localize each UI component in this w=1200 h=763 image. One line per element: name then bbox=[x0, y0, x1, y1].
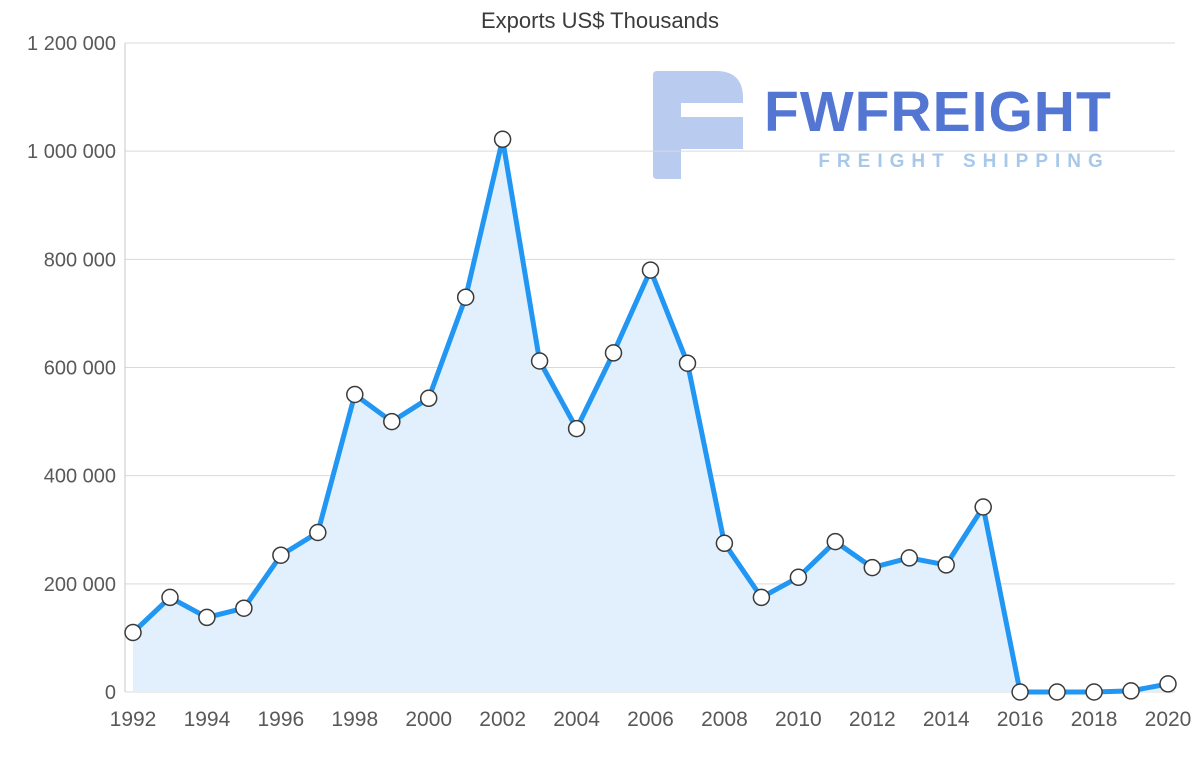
y-axis-tick-label: 400 000 bbox=[44, 466, 116, 488]
data-point-marker bbox=[235, 599, 253, 617]
data-point-marker bbox=[419, 389, 438, 408]
x-axis-tick-label: 2006 bbox=[627, 708, 674, 731]
y-axis-tick-label: 200 000 bbox=[44, 574, 116, 596]
y-axis-tick-label: 1 000 000 bbox=[27, 141, 116, 163]
y-axis-tick-label: 0 bbox=[105, 682, 116, 704]
x-axis-tick-label: 2004 bbox=[553, 708, 600, 731]
data-point-marker bbox=[1048, 683, 1066, 701]
data-point-marker bbox=[493, 130, 512, 149]
data-point-marker bbox=[678, 354, 697, 372]
x-axis-tick-label: 2014 bbox=[923, 708, 970, 731]
y-axis-tick-label: 1 200 000 bbox=[27, 33, 116, 55]
data-point-marker bbox=[456, 288, 475, 306]
data-point-marker bbox=[1085, 683, 1103, 701]
data-point-marker bbox=[863, 558, 882, 577]
data-point-marker bbox=[900, 549, 919, 567]
data-point-marker bbox=[974, 498, 992, 516]
data-point-marker bbox=[1122, 682, 1140, 700]
x-axis-tick-label: 1998 bbox=[331, 708, 378, 731]
data-point-marker bbox=[124, 623, 142, 642]
data-point-marker bbox=[346, 385, 364, 404]
x-axis-tick-label: 1994 bbox=[184, 708, 231, 731]
x-axis-tick-label: 2016 bbox=[997, 708, 1044, 731]
x-axis-tick-label: 2020 bbox=[1145, 708, 1192, 731]
x-axis-tick-label: 1996 bbox=[257, 708, 304, 731]
data-point-marker bbox=[309, 523, 327, 542]
data-point-marker bbox=[789, 568, 808, 587]
x-axis-tick-label: 2018 bbox=[1071, 708, 1118, 731]
data-point-marker bbox=[567, 419, 586, 438]
x-axis-tick-label: 2008 bbox=[701, 708, 748, 731]
y-axis-tick-label: 600 000 bbox=[44, 358, 116, 380]
data-point-marker bbox=[937, 556, 955, 574]
y-axis-tick-label: 800 000 bbox=[44, 249, 116, 271]
x-axis-tick-label: 2002 bbox=[479, 708, 526, 731]
x-axis-tick-label: 2000 bbox=[405, 708, 452, 731]
data-point-marker bbox=[1011, 683, 1029, 701]
data-point-marker bbox=[826, 532, 845, 551]
data-point-marker bbox=[383, 412, 401, 431]
data-point-marker bbox=[198, 608, 216, 627]
data-point-marker bbox=[752, 588, 771, 607]
data-point-marker bbox=[1159, 675, 1177, 693]
area-fill bbox=[133, 139, 1168, 693]
x-axis-tick-label: 1992 bbox=[110, 708, 157, 731]
data-point-marker bbox=[161, 588, 179, 607]
data-point-marker bbox=[604, 344, 623, 362]
data-point-marker bbox=[715, 534, 734, 553]
x-axis-tick-label: 2012 bbox=[849, 708, 896, 731]
data-point-marker bbox=[641, 261, 660, 279]
x-axis-tick-label: 2010 bbox=[775, 708, 822, 731]
data-point-marker bbox=[272, 546, 290, 564]
chart-title: Exports US$ Thousands bbox=[480, 8, 720, 33]
data-point-marker bbox=[530, 352, 549, 370]
